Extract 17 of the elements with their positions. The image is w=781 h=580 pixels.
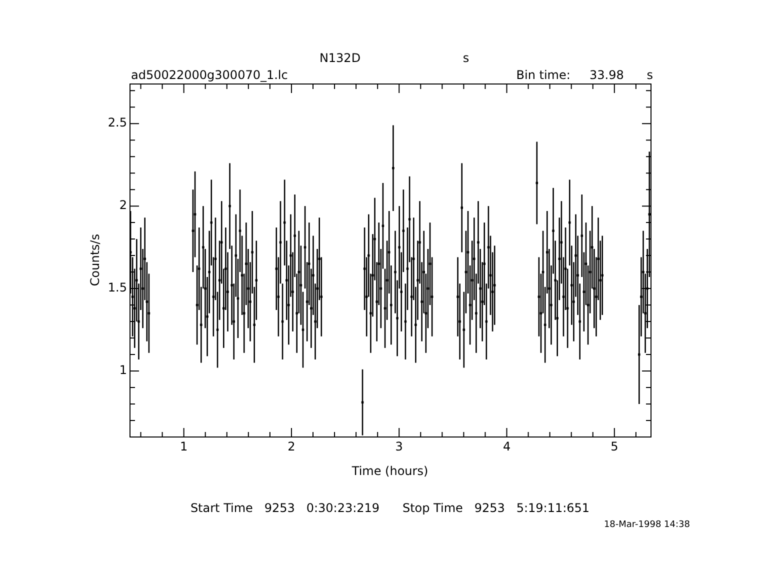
chart-title: N132D (319, 51, 361, 65)
text: Bin time: 33.98 s (516, 68, 653, 82)
y-tick-label: 1 (119, 363, 127, 378)
x-tick-label: 5 (610, 439, 618, 454)
y-tick-label: 2.5 (108, 116, 127, 130)
x-axis-title: Time (hours) (352, 464, 428, 478)
text: ad50022000g300070_1.lc (131, 68, 288, 82)
x-tick-label: 4 (502, 439, 511, 454)
x-tick-label: 3 (395, 439, 403, 454)
y-tick-label: 1.5 (108, 280, 127, 295)
text: Start Time 9253 0:30:23:219 Stop Time 9253 5:19:11:651 (190, 501, 590, 515)
text: s (462, 51, 470, 65)
text: 18-Mar-1998 14:38 (604, 520, 690, 530)
x-tick-label: 1 (180, 439, 188, 454)
y-tick-label: 2 (119, 198, 127, 212)
y-axis-title: Counts/s (88, 234, 102, 286)
x-tick-label: 2 (288, 439, 296, 454)
